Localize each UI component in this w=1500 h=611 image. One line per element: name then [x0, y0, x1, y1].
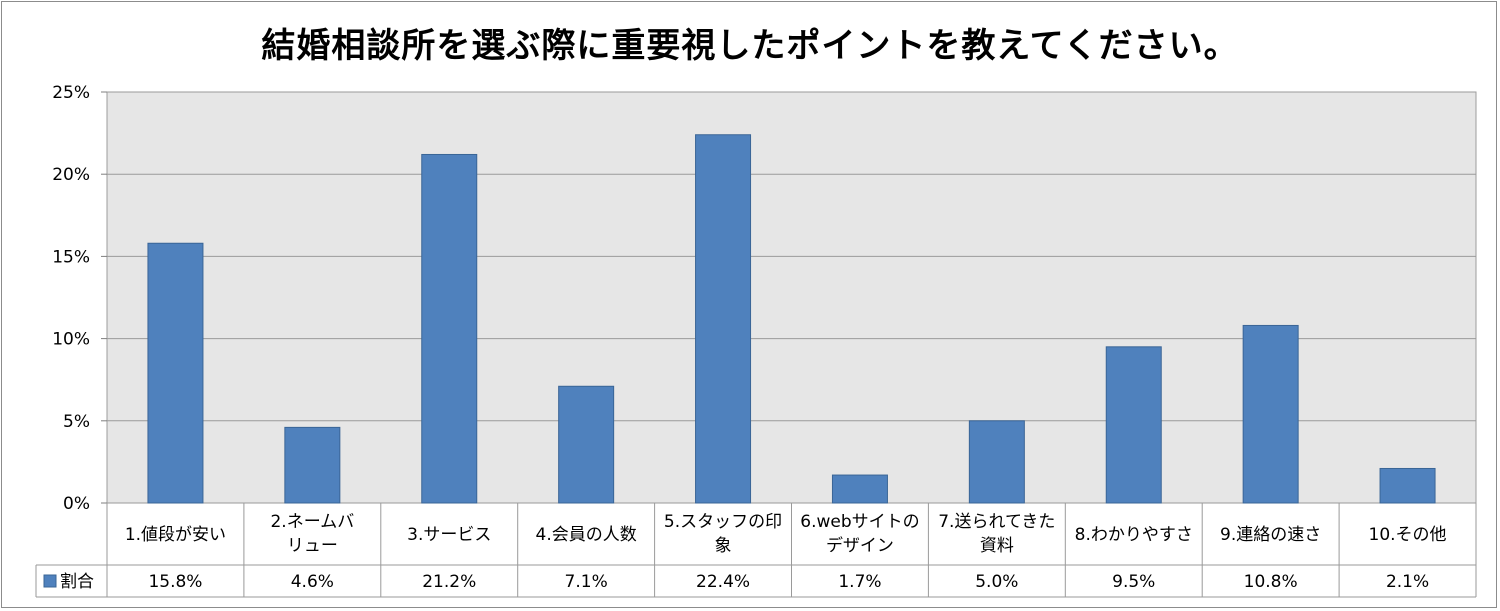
category-label: 象: [715, 536, 732, 556]
category-label: デザイン: [826, 535, 894, 556]
category-label: 5.スタッフの印: [664, 512, 782, 532]
chart-title: 結婚相談所を選ぶ際に重要視したポイントを教えてください。: [261, 26, 1239, 66]
bar: [695, 134, 752, 504]
data-value-label: 21.2%: [422, 572, 476, 592]
bar: [147, 242, 204, 504]
y-tick-label: 15%: [52, 247, 90, 267]
bar: [1105, 346, 1162, 504]
y-tick-label: 25%: [52, 83, 90, 103]
data-value-label: 1.7%: [838, 572, 881, 592]
category-label: 8.わかりやすさ: [1075, 525, 1193, 545]
data-value-label: 22.4%: [696, 572, 750, 592]
data-value-label: 10.8%: [1244, 572, 1298, 592]
data-value-label: 5.0%: [975, 572, 1018, 592]
category-label: 4.会員の人数: [536, 525, 637, 545]
data-value-label: 4.6%: [291, 572, 334, 592]
legend-swatch: [43, 574, 57, 588]
data-value-label: 7.1%: [565, 572, 608, 592]
category-label: 7.送られてきた: [938, 512, 1055, 532]
data-value-label: 9.5%: [1112, 572, 1155, 592]
data-value-label: 2.1%: [1386, 572, 1429, 592]
category-label: 3.サービス: [407, 525, 491, 545]
category-label: 6.webサイトの: [800, 512, 919, 532]
y-tick-label: 5%: [63, 412, 90, 432]
bar: [421, 153, 478, 504]
category-label: 2.ネームバ: [270, 512, 354, 532]
category-label: 10.その他: [1369, 525, 1447, 545]
bar: [1242, 324, 1299, 504]
bar: [284, 426, 341, 504]
category-label: 9.連絡の速さ: [1220, 525, 1321, 545]
bar: [831, 474, 888, 504]
data-value-label: 15.8%: [148, 572, 202, 592]
y-tick-label: 10%: [52, 330, 90, 350]
legend-label: 割合: [60, 572, 94, 592]
category-label: 1.値段が安い: [125, 525, 226, 545]
bar: [1379, 467, 1436, 504]
y-tick-label: 20%: [52, 165, 90, 185]
category-label: 資料: [980, 536, 1014, 556]
y-tick-label: 0%: [63, 494, 90, 514]
bar: [968, 420, 1025, 504]
bar: [558, 385, 615, 504]
category-label: リュー: [287, 536, 338, 556]
